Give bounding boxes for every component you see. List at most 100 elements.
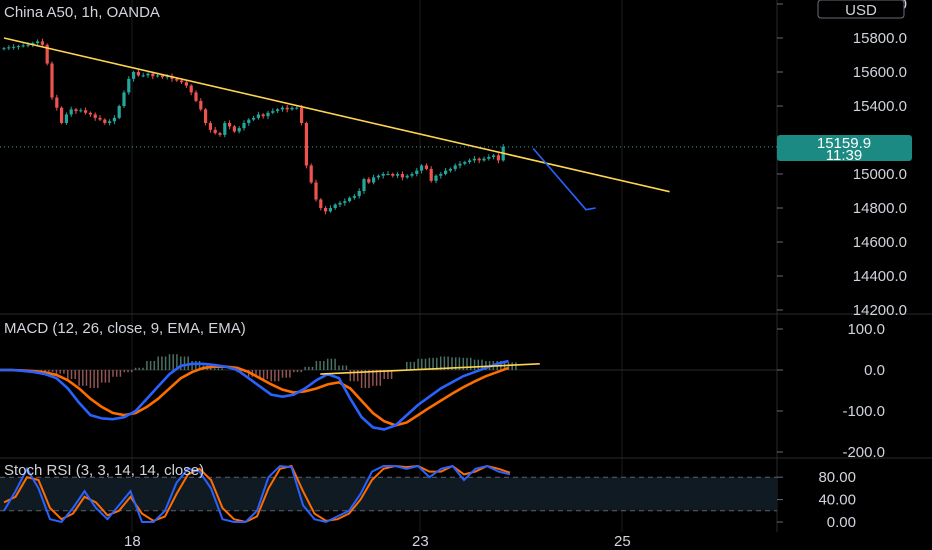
x-tick-25: 25 <box>614 533 631 550</box>
candle-body <box>410 174 414 176</box>
candle-body <box>396 174 400 176</box>
candle-body <box>304 123 308 166</box>
stoch-tick-label: 0.00 <box>827 514 856 531</box>
candle-body <box>276 109 280 112</box>
candle-body <box>333 204 337 208</box>
candle-body <box>261 114 265 117</box>
currency-badge-label: USD <box>845 2 877 19</box>
candle-body <box>50 63 54 98</box>
stoch-title: Stoch RSI (3, 3, 14, 14, close) <box>4 462 204 479</box>
candle-body <box>328 208 332 212</box>
candle-body <box>386 174 390 175</box>
candle-body <box>376 175 380 178</box>
stoch-d-line <box>3 464 511 524</box>
stoch-pane[interactable] <box>0 464 777 524</box>
candle-body <box>45 44 49 64</box>
candle-body <box>194 92 198 101</box>
candle-body <box>16 46 20 48</box>
last-price-badge-box <box>777 135 912 161</box>
candle-body <box>64 114 68 123</box>
candle-body <box>232 126 236 132</box>
candle-body <box>300 107 304 123</box>
candle-body <box>151 73 155 77</box>
candle-body <box>21 45 25 47</box>
macd-line <box>0 359 509 431</box>
candle-body <box>12 46 16 48</box>
candle-body <box>88 112 92 115</box>
candle-body <box>309 165 313 183</box>
candle-body <box>242 123 246 129</box>
candle-body <box>271 111 275 113</box>
candle-body <box>367 179 371 183</box>
candle-body <box>252 117 256 120</box>
candle-body <box>204 109 208 123</box>
candle-body <box>93 114 97 118</box>
candle-body <box>444 170 448 174</box>
candle-body <box>117 106 121 118</box>
candle-body <box>357 191 361 197</box>
candle-body <box>468 160 472 163</box>
candle-body <box>26 44 30 46</box>
price-tick-label: 14600.0 <box>853 234 907 251</box>
price-tick-label: 15000.0 <box>853 166 907 183</box>
candle-body <box>213 129 217 134</box>
candle-body <box>348 197 352 202</box>
macd-tick-label: -100.0 <box>842 403 885 420</box>
price-tick-label: 15800.0 <box>853 30 907 47</box>
macd-tick-label: -200.0 <box>842 444 885 461</box>
candle-body <box>108 121 112 123</box>
currency-badge[interactable]: USD <box>817 0 905 19</box>
resistance-trendline <box>3 37 670 193</box>
candle-body <box>199 100 203 110</box>
candle-body <box>74 109 78 112</box>
candle-body <box>7 47 11 49</box>
candle-body <box>228 123 232 127</box>
stoch-k-line <box>3 464 511 524</box>
candle-body <box>400 174 404 178</box>
candle-body <box>496 155 500 161</box>
candle-body <box>439 174 443 176</box>
candle-body <box>165 76 169 78</box>
price-pane[interactable] <box>0 37 777 215</box>
candle-body <box>415 170 419 174</box>
candle-body <box>285 107 289 110</box>
candle-body <box>141 75 145 77</box>
candle-body <box>280 107 284 110</box>
candle-body <box>453 165 457 169</box>
candle-body <box>352 196 356 198</box>
candle-body <box>324 208 328 212</box>
stoch-tick-label: 40.00 <box>818 492 856 509</box>
candle-body <box>112 117 116 122</box>
price-tick-label: 14200.0 <box>853 302 907 319</box>
candle-body <box>127 78 131 93</box>
macd-pane[interactable] <box>0 354 777 431</box>
candle-body <box>160 75 164 78</box>
candle-body <box>223 123 227 135</box>
candle-body <box>40 41 44 45</box>
price-tick-label: 14800.0 <box>853 200 907 217</box>
macd-tick-label: 100.0 <box>847 321 885 338</box>
candle-body <box>381 174 385 176</box>
last-price-badge: 15159.9 11:39 <box>777 135 912 164</box>
stoch-band-fill <box>0 477 777 511</box>
candle-body <box>477 158 481 161</box>
candle-body <box>463 162 467 164</box>
candle-body <box>420 165 424 171</box>
candle-body <box>180 80 184 83</box>
candle-body <box>458 163 462 166</box>
candle-body <box>295 107 299 109</box>
bar-countdown: 11:39 <box>826 147 862 164</box>
candle-body <box>98 117 102 120</box>
symbol-title: China A50, 1h, OANDA <box>4 4 160 21</box>
candle-body <box>487 157 491 159</box>
candle-body <box>132 72 136 79</box>
candle-body <box>218 133 222 135</box>
candle-body <box>290 107 294 110</box>
candle-body <box>343 201 347 203</box>
candle-body <box>136 72 140 76</box>
price-tick-label: 15400.0 <box>853 98 907 115</box>
candle-body <box>146 73 150 76</box>
candle-body <box>175 78 179 81</box>
candle-body <box>84 110 88 113</box>
